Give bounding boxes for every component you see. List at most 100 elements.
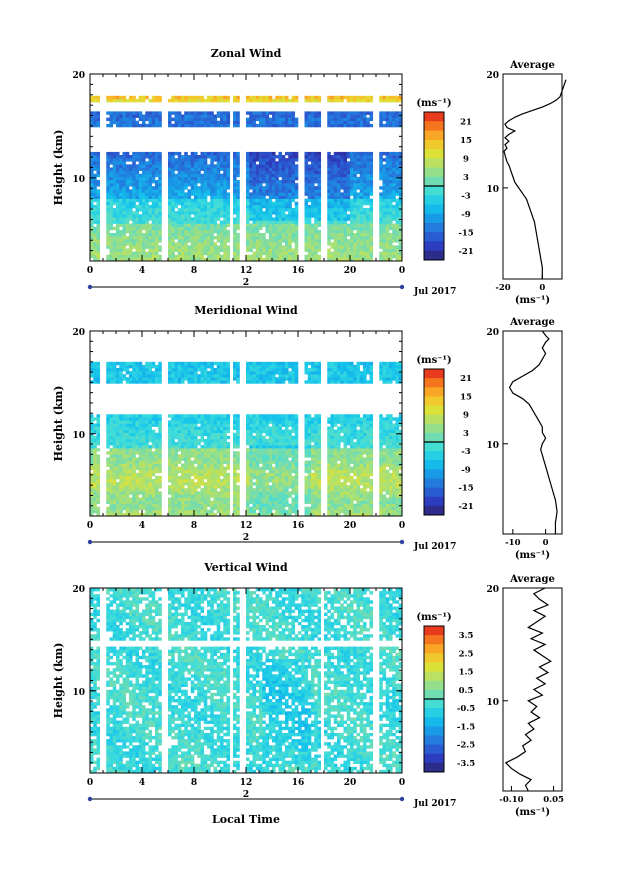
heatmap-cell (106, 438, 110, 443)
heatmap-cell (90, 368, 94, 372)
heatmap-cell (116, 123, 120, 128)
heatmap-cell (210, 438, 214, 443)
heatmap-cell (174, 223, 179, 228)
heatmap-cell (93, 463, 97, 467)
heatmap-cell (343, 201, 348, 206)
heatmap-cell (148, 361, 153, 366)
heatmap-cell (353, 251, 357, 256)
heatmap-cell (353, 204, 357, 209)
heatmap-cell (359, 151, 364, 156)
heatmap-cell (148, 151, 153, 156)
heatmap-cell (281, 123, 286, 128)
heatmap-cell (181, 420, 185, 424)
heatmap-cell (158, 123, 162, 128)
colorbar-tick-label: -21 (458, 247, 473, 257)
heatmap-cell (106, 377, 110, 381)
heatmap-cell (220, 173, 224, 178)
heatmap-cell (207, 232, 211, 237)
heatmap-cell (174, 466, 179, 471)
heatmap-cell (135, 485, 140, 489)
heatmap-cell (187, 506, 192, 511)
heatmap-cell (210, 420, 214, 424)
heatmap-cell (203, 164, 208, 168)
heatmap-cell (142, 183, 146, 187)
heatmap-cell (122, 158, 127, 162)
heatmap-cell (181, 438, 185, 443)
heatmap-cell (337, 192, 341, 196)
heatmap-cell (132, 429, 136, 434)
heatmap-cell (317, 198, 322, 203)
heatmap-cell (184, 176, 188, 181)
heatmap-cell (96, 189, 101, 193)
heatmap-cell (119, 220, 123, 224)
heatmap-cell (363, 164, 367, 168)
heatmap-cell (307, 173, 312, 178)
heatmap-cell (194, 500, 198, 504)
heatmap-cell (116, 497, 120, 501)
heatmap-cell (340, 173, 344, 178)
heatmap-cell (171, 466, 175, 471)
heatmap-cell (223, 432, 227, 437)
heatmap-cell (122, 186, 127, 190)
heatmap-cell (129, 420, 133, 424)
heatmap-cell (194, 506, 198, 511)
heatmap-cell (220, 500, 224, 504)
heatmap-cell (151, 164, 156, 168)
heatmap-cell (304, 123, 309, 128)
heatmap-cell (216, 98, 221, 103)
heatmap-cell (155, 482, 159, 486)
heatmap-cell (213, 506, 218, 511)
heatmap-cell (366, 176, 370, 181)
heatmap-cell (285, 217, 289, 221)
heatmap-cell (252, 236, 257, 240)
heatmap-cell (389, 117, 393, 122)
heatmap-cell (145, 204, 149, 209)
heatmap-cell (148, 377, 153, 381)
heatmap-cell (220, 242, 224, 246)
heatmap-cell (109, 179, 114, 184)
heatmap-cell (226, 491, 231, 495)
heatmap-cell (184, 161, 188, 165)
heatmap-cell (366, 208, 370, 212)
heatmap-cell (246, 217, 250, 221)
heatmap-cell (138, 479, 143, 483)
heatmap-cell (177, 380, 182, 384)
heatmap-cell (119, 442, 123, 446)
heatmap-cell (220, 448, 224, 452)
heatmap-cell (177, 488, 182, 492)
heatmap-cell (174, 254, 179, 259)
heatmap-cell (288, 254, 292, 259)
heatmap-cell (307, 117, 312, 122)
heatmap-cell (158, 426, 162, 430)
heatmap-cell (190, 217, 195, 221)
heatmap-cell (210, 201, 214, 206)
heatmap-cell (223, 186, 227, 190)
heatmap-cell (363, 192, 367, 196)
heatmap-cell (187, 442, 192, 446)
heatmap-cell (132, 111, 136, 115)
heatmap-cell (366, 186, 370, 190)
heatmap-cell (262, 248, 266, 252)
heatmap-cell (171, 98, 175, 103)
heatmap-cell (106, 158, 110, 162)
heatmap-cell (314, 167, 318, 171)
heatmap-cell (246, 164, 250, 168)
heatmap-cell (337, 111, 341, 115)
heatmap-cell (151, 460, 156, 464)
heatmap-cell (145, 417, 149, 421)
heatmap-cell (385, 117, 390, 122)
panel-title: Meridional Wind (194, 304, 298, 317)
heatmap-cell (343, 114, 348, 118)
heatmap-cell (262, 179, 266, 184)
heatmap-cell (398, 114, 403, 118)
heatmap-cell (106, 161, 110, 165)
heatmap-cell (184, 445, 188, 449)
heatmap-cell (171, 488, 175, 492)
heatmap-cell (177, 494, 182, 498)
heatmap-cell (145, 214, 149, 218)
heatmap-cell (174, 485, 179, 489)
heatmap-cell (226, 170, 231, 175)
heatmap-cell (197, 236, 201, 240)
heatmap-cell (119, 368, 123, 372)
heatmap-cell (265, 201, 270, 206)
